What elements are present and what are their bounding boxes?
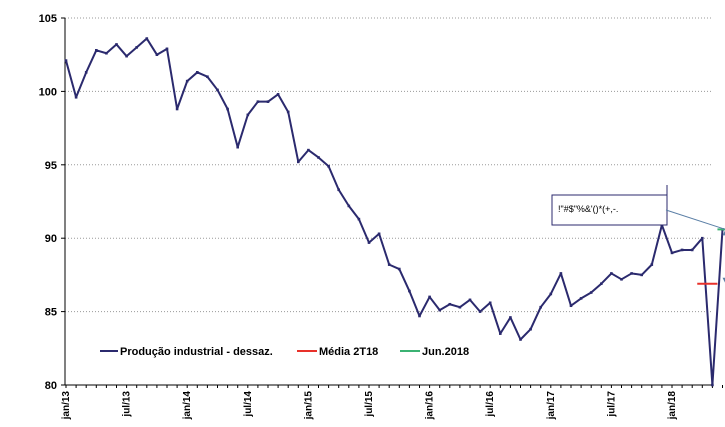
data-point [74,95,78,99]
data-point [266,100,270,103]
data-point [286,110,290,114]
data-point [347,204,351,208]
data-point [105,51,108,55]
x-tick-label-jul-16: jul/16 [485,391,496,418]
annotation-text: !"#$"%&'()*(+,-. [558,204,618,214]
data-point [468,298,472,302]
data-point [135,46,138,49]
data-point [115,43,118,46]
x-tick-label-jan-18: jan/18 [667,391,678,421]
data-point [549,292,553,296]
data-point [458,305,462,309]
annotation-arrow-head-down [722,277,725,283]
y-tick-label-95: 95 [45,160,57,172]
y-tick-label-80: 80 [45,380,57,392]
data-point [246,113,250,117]
data-point [317,156,320,159]
x-tick-label-jul-17: jul/17 [606,391,617,418]
data-point [569,304,573,308]
data-point [256,100,260,103]
legend-label-media: Média 2T18 [319,346,378,358]
axes [64,18,712,386]
data-point [640,273,643,277]
data-point [701,236,704,240]
data-point [64,59,68,62]
data-point [185,79,189,83]
data-point [206,75,209,79]
y-tick-label-100: 100 [39,86,57,98]
data-point [408,289,411,293]
x-tick-label-jul-14: jul/14 [243,391,254,418]
data-point [428,295,431,299]
y-tick-label-105: 105 [39,13,57,25]
data-point [711,383,714,387]
data-point [519,338,522,341]
legend-label-jun: Jun.2018 [422,346,469,358]
x-axis-ticks: jan/13 jul/13 jan/14 jul/14 jan/15 jul/15 jan/… [61,385,723,421]
data-point [589,291,593,294]
data-point [196,71,199,74]
annotation-arrow-head-up [722,230,725,236]
data-point [579,297,583,300]
legend: Produção industrial - dessaz. Média 2T18… [100,346,469,358]
data-point [650,263,654,266]
data-point [165,47,169,51]
data-point [680,248,684,252]
data-point [236,145,239,149]
data-point [367,241,371,244]
data-point [620,278,623,281]
x-tick-label-jan-14: jan/14 [182,391,193,421]
data-point [95,48,98,52]
data-point [226,107,229,111]
x-tick-label-jul-13: jul/13 [122,391,133,418]
data-point [600,282,603,286]
data-point [398,267,401,271]
data-point [84,71,88,74]
data-point [327,164,330,168]
data-point [499,332,502,335]
x-tick-label-jul-15: jul/15 [364,391,375,418]
data-point [175,107,179,111]
data-point [670,251,674,255]
data-point [418,314,421,318]
annotation-box [551,194,668,226]
annotation-leader-line [665,209,725,230]
data-point [690,248,694,252]
data-point [448,302,452,306]
data-point [509,316,512,319]
data-point [488,301,492,305]
y-axis-ticks: 80 85 90 95 100 105 [39,13,65,392]
legend-label-producao: Produção industrial - dessaz. [120,346,273,358]
y-tick-label-85: 85 [45,307,57,319]
data-point [539,305,542,309]
data-point [145,37,149,40]
y-tick-label-90: 90 [45,233,57,245]
data-point [377,232,381,236]
annotation: !"#$"%&'()*(+,-. [551,185,725,283]
data-point [529,327,532,331]
data-point [559,272,563,275]
data-point [387,263,391,266]
data-point [155,53,159,56]
data-point [276,93,280,96]
data-point [125,54,128,58]
gridlines [65,17,712,313]
data-point [610,272,613,275]
data-point [216,88,219,92]
data-point [357,217,361,221]
x-tick-label-jan-15: jan/15 [303,391,314,421]
x-tick-label-jan-16: jan/16 [425,391,436,421]
x-tick-label-jan-13: jan/13 [61,391,72,421]
data-point [337,188,340,192]
data-point [307,148,310,152]
series-line-producao [65,37,724,386]
data-point [630,272,633,275]
x-tick-label-jan-17: jan/17 [546,391,557,421]
data-point [478,310,482,313]
data-point [438,308,441,312]
data-point [297,160,300,164]
